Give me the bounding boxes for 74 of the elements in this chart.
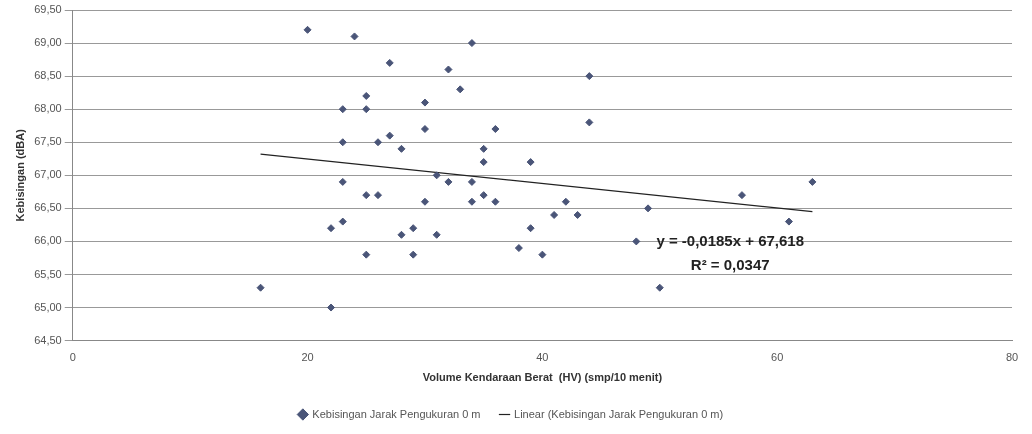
y-tick-label: 68,00 <box>34 102 62 115</box>
point <box>561 197 570 206</box>
point <box>373 138 382 147</box>
point <box>655 283 664 292</box>
point <box>491 125 500 134</box>
point <box>338 138 347 147</box>
x-tick-label: 80 <box>1005 351 1019 364</box>
point <box>350 32 359 41</box>
x-tick-label: 60 <box>771 351 784 364</box>
point <box>444 65 453 74</box>
point <box>338 177 347 186</box>
y-tick-label: 68,50 <box>34 69 62 82</box>
y-tick-label: 64,50 <box>34 333 62 346</box>
point <box>327 224 336 233</box>
point <box>409 250 418 259</box>
x-tick-label: 0 <box>69 351 76 364</box>
point <box>303 25 312 34</box>
point <box>479 144 488 153</box>
point <box>362 105 371 114</box>
annotation: R² = 0,0347 <box>690 255 770 273</box>
point <box>444 177 453 186</box>
point <box>420 125 429 134</box>
y-tick-label: 65,00 <box>34 300 62 313</box>
y-tick-label: 69,50 <box>34 3 62 16</box>
point <box>526 158 535 167</box>
point <box>397 144 406 153</box>
point <box>327 303 336 312</box>
point <box>397 230 406 239</box>
point <box>385 58 394 67</box>
point <box>385 131 394 140</box>
point <box>550 210 559 219</box>
point <box>362 91 371 100</box>
point <box>256 283 265 292</box>
y-tick-label: 67,50 <box>34 135 62 148</box>
point <box>737 191 746 200</box>
point <box>362 191 371 200</box>
y-tick-label: 69,00 <box>34 36 62 49</box>
point <box>456 85 465 94</box>
point <box>420 197 429 206</box>
point <box>808 177 817 186</box>
point <box>467 39 476 48</box>
point <box>479 158 488 167</box>
point <box>362 250 371 259</box>
annotation: y = -0,0185x + 67,618 <box>656 231 805 249</box>
y-tick-label: 67,00 <box>34 168 62 181</box>
point <box>409 224 418 233</box>
point <box>338 217 347 226</box>
x-tick-label: 20 <box>301 351 314 364</box>
point <box>538 250 547 259</box>
point <box>420 98 429 107</box>
point <box>632 237 641 246</box>
y-tick-label: 66,00 <box>34 234 62 247</box>
point <box>644 204 653 213</box>
point <box>585 118 594 127</box>
point <box>491 197 500 206</box>
y-axis-title: Kebisingan (dBA) <box>13 128 26 222</box>
point <box>467 197 476 206</box>
point <box>526 224 535 233</box>
point <box>432 171 441 180</box>
y-tick-label: 65,50 <box>34 267 62 280</box>
legend-label: Kebisingan Jarak Pengukuran 0 m <box>312 407 481 420</box>
x-tick-label: 40 <box>536 351 549 364</box>
point <box>432 230 441 239</box>
point <box>573 210 582 219</box>
point <box>514 244 523 253</box>
point <box>467 177 476 186</box>
point <box>585 72 594 81</box>
point <box>479 191 488 200</box>
y-tick-label: 66,50 <box>34 201 62 214</box>
legend-label: Linear (Kebisingan Jarak Pengukuran 0 m) <box>514 407 724 420</box>
x-axis-title: Volume Kendaraan Berat (HV) (smp/10 menit) <box>422 371 663 384</box>
point <box>338 105 347 114</box>
point <box>784 217 793 226</box>
point <box>373 191 382 200</box>
